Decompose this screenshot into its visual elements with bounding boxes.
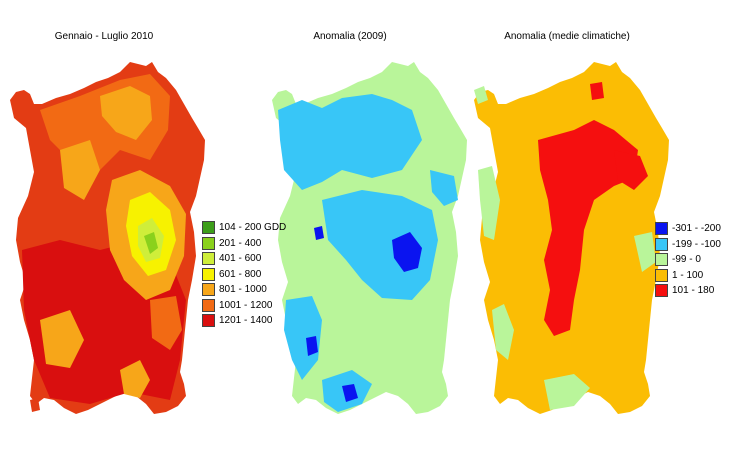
- map-2009-zone-minus301-200-center: [392, 232, 422, 272]
- legend-label: -199 - -100: [672, 238, 721, 250]
- legend-label: 1001 - 1200: [219, 299, 273, 311]
- map-gdd-zone-201-400: [144, 232, 158, 254]
- legend-label: 601 - 800: [219, 268, 262, 280]
- legend-label: 1 - 100: [672, 269, 704, 281]
- legend-swatch: [202, 252, 215, 266]
- map-2009-zone-minus199-100-north: [278, 94, 422, 190]
- map-anomaly-climate: [474, 62, 669, 414]
- legend-item: 1201 - 1400: [202, 313, 286, 329]
- map-gdd-zone-801-1000: [100, 86, 152, 140]
- legend-item: -99 - 0: [655, 252, 721, 268]
- map-climate-zone-101-180: [538, 120, 638, 336]
- legend-item: -199 - -100: [655, 237, 721, 253]
- map-gdd-islet: [30, 398, 40, 412]
- map-2009-zone-minus301-200-south: [342, 384, 358, 402]
- map-title-gdd: Gennaio - Luglio 2010: [54, 31, 154, 42]
- legend-item: 1 - 100: [655, 268, 721, 284]
- legend-item: 401 - 600: [202, 251, 286, 267]
- legend-swatch: [202, 267, 215, 281]
- legend-swatch: [655, 222, 668, 236]
- map-climate-zone-minus99-0-e: [634, 232, 656, 272]
- legend-anomaly: -301 - -200 -199 - -100 -99 - 0 1 - 100 …: [655, 221, 721, 299]
- map-title-anomaly-climate: Anomalia (medie climatiche): [504, 31, 630, 42]
- legend-item: 801 - 1000: [202, 282, 286, 298]
- legend-label: 101 - 180: [672, 285, 715, 297]
- legend-item: 101 - 180: [655, 283, 721, 299]
- legend-label: 1201 - 1400: [219, 315, 273, 327]
- map-climate-zone-minus99-0-w: [478, 166, 500, 240]
- map-2009-zone-minus301-200-sw: [306, 336, 318, 356]
- map-gdd-zone-801-1000-sw: [40, 310, 84, 368]
- legend-label: 401 - 600: [219, 253, 262, 265]
- map-2009-zone-minus199-100-center: [322, 190, 438, 300]
- legend-swatch: [202, 283, 215, 297]
- legend-swatch: [655, 237, 668, 251]
- legend-item: 601 - 800: [202, 267, 286, 283]
- legend-item: 104 - 200 GDD: [202, 220, 286, 236]
- legend-swatch: [202, 221, 215, 235]
- map-climate-zone-101-180-arm: [614, 150, 648, 190]
- map-2009-zone-minus199-100-ne: [430, 170, 458, 206]
- legend-label: -301 - -200: [672, 223, 721, 235]
- legend-swatch: [202, 236, 215, 250]
- map-climate-zone-minus99-0-s: [544, 374, 590, 410]
- map-climate-zone-101-180-n: [590, 82, 604, 100]
- map-2009-zone-minus199-100-sw: [284, 296, 322, 380]
- legend-item: 1001 - 1200: [202, 298, 286, 314]
- legend-label: 201 - 400: [219, 237, 262, 249]
- legend-swatch: [655, 253, 668, 267]
- map-gdd-zone-801-1000-b: [60, 140, 100, 200]
- legend-label: -99 - 0: [672, 254, 701, 266]
- legend-swatch: [202, 298, 215, 312]
- map-climate-zone-minus99-0-n: [474, 86, 488, 104]
- map-title-anomaly-2009: Anomalia (2009): [313, 31, 387, 42]
- legend-label: 104 - 200 GDD: [219, 222, 287, 234]
- legend-swatch: [655, 268, 668, 282]
- legend-gdd: 104 - 200 GDD 201 - 400 401 - 600 601 - …: [202, 220, 286, 329]
- map-2009-zone-minus301-200-n: [314, 226, 324, 240]
- legend-item: 201 - 400: [202, 236, 286, 252]
- legend-swatch: [655, 284, 668, 298]
- map-gdd-zone-801-1000-se: [120, 360, 150, 398]
- map-gdd: [10, 62, 205, 414]
- legend-label: 801 - 1000: [219, 284, 267, 296]
- map-climate-zone-minus99-0-sw: [492, 304, 514, 360]
- legend-item: -301 - -200: [655, 221, 721, 237]
- map-gdd-zone-1001-1200-se: [150, 296, 182, 350]
- legend-swatch: [202, 314, 215, 328]
- map-anomaly-2009: [272, 62, 467, 414]
